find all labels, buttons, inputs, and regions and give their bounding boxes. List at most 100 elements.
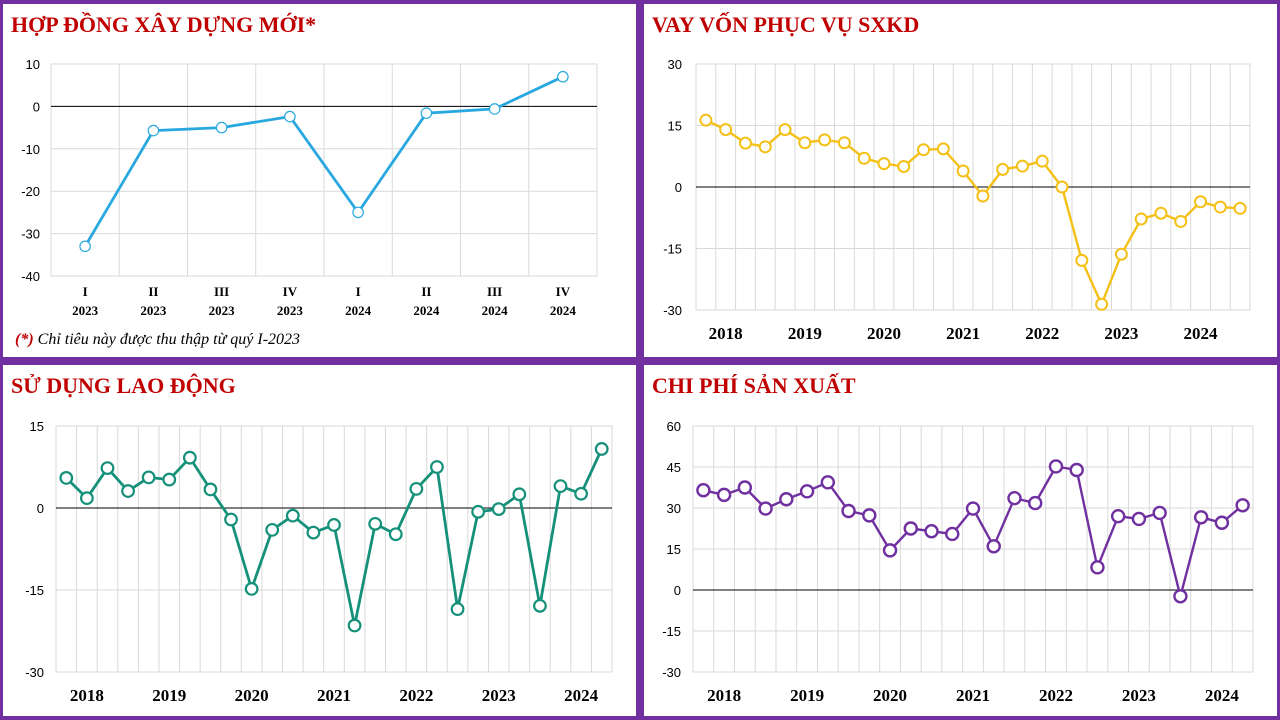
data-point bbox=[79, 491, 94, 506]
x-tick-label-year: 2023 bbox=[140, 303, 167, 318]
data-point bbox=[215, 121, 228, 134]
data-point bbox=[799, 484, 815, 499]
data-point bbox=[1055, 180, 1069, 194]
x-tick-label-year: 2019 bbox=[790, 686, 824, 705]
y-tick-label: 15 bbox=[30, 419, 44, 434]
panel-title: SỬ DỤNG LAO ĐỘNG bbox=[11, 373, 236, 398]
data-point bbox=[996, 162, 1010, 176]
data-point bbox=[965, 501, 981, 516]
footnote: (*) Chỉ tiêu này được thu thập từ quý I-… bbox=[15, 331, 300, 349]
y-tick-label: 15 bbox=[668, 119, 682, 134]
x-tick-label-year: 2022 bbox=[1025, 324, 1059, 343]
chart-labor-use: 15 0 -15 -30 2018 2019 2020 2021 2022 2023 2024 bbox=[25, 419, 613, 705]
y-tick-label: 30 bbox=[668, 57, 682, 72]
y-tick-label: 30 bbox=[667, 501, 681, 516]
data-point bbox=[857, 151, 871, 165]
data-point bbox=[1233, 201, 1247, 215]
data-point bbox=[897, 160, 911, 173]
data-point bbox=[594, 442, 609, 456]
data-point bbox=[798, 136, 812, 150]
data-point bbox=[841, 503, 856, 519]
y-tick-label: 10 bbox=[26, 57, 40, 72]
x-tick-label-year: 2019 bbox=[788, 324, 822, 343]
data-point bbox=[388, 527, 403, 542]
x-tick-label-year: 2023 bbox=[1122, 686, 1156, 705]
data-point bbox=[837, 136, 851, 150]
y-tick-label: 0 bbox=[675, 180, 682, 195]
data-point bbox=[696, 483, 711, 498]
data-point bbox=[976, 189, 990, 203]
data-point bbox=[945, 526, 960, 542]
x-tick-label-year: 2024 bbox=[345, 303, 372, 318]
x-tick-label-quarter: II bbox=[148, 284, 158, 299]
x-tick-label-year: 2023 bbox=[72, 303, 99, 318]
data-point bbox=[778, 123, 792, 137]
x-tick-label-quarter: III bbox=[487, 284, 502, 299]
x-tick-label-year: 2018 bbox=[707, 686, 741, 705]
data-point bbox=[1069, 462, 1084, 478]
panel-production-costs: CHI PHÍ SẢN XUẤT 60 45 30 15 0 -15 -30 2018 2019… bbox=[644, 365, 1277, 716]
data-point bbox=[1095, 297, 1109, 311]
data-point bbox=[1114, 247, 1128, 261]
data-point bbox=[1194, 195, 1208, 209]
data-point bbox=[121, 484, 135, 498]
series-line bbox=[705, 119, 1241, 306]
x-tick-label-year: 2021 bbox=[317, 686, 351, 705]
data-point bbox=[265, 522, 280, 537]
data-point bbox=[347, 618, 362, 633]
data-point bbox=[574, 486, 589, 501]
data-point bbox=[936, 142, 950, 156]
chart-production-costs: 60 45 30 15 0 -15 -30 2018 2019 2020 2021 2022 2023 2… bbox=[662, 419, 1254, 705]
x-tick-label-quarter: IV bbox=[556, 284, 571, 299]
y-tick-label: -15 bbox=[25, 583, 44, 598]
data-point bbox=[1134, 212, 1148, 226]
panel-title: HỢP ĐỒNG XÂY DỰNG MỚI* bbox=[11, 12, 317, 37]
data-point bbox=[224, 512, 238, 527]
data-point bbox=[1193, 510, 1209, 525]
x-tick-label-quarter: I bbox=[356, 284, 361, 299]
data-point bbox=[882, 543, 898, 558]
x-tick-label-year: 2024 bbox=[413, 303, 440, 318]
data-point bbox=[758, 501, 773, 516]
data-point bbox=[533, 598, 547, 613]
x-tick-label-year: 2021 bbox=[956, 686, 990, 705]
data-point bbox=[1048, 459, 1064, 474]
data-point bbox=[758, 140, 772, 154]
data-point bbox=[986, 539, 1001, 554]
data-point bbox=[409, 481, 424, 496]
series-line bbox=[83, 75, 564, 248]
data-point bbox=[699, 113, 713, 127]
y-tick-label: 0 bbox=[33, 99, 40, 114]
x-tick-label-year: 2024 bbox=[550, 303, 577, 318]
y-tick-label: -30 bbox=[663, 303, 682, 318]
y-tick-label: 0 bbox=[37, 501, 44, 516]
y-tick-label: -30 bbox=[662, 665, 681, 680]
data-point bbox=[182, 450, 197, 465]
x-tick-label-year: 2022 bbox=[1039, 686, 1073, 705]
data-point bbox=[820, 475, 836, 490]
data-point bbox=[1110, 508, 1126, 524]
data-point bbox=[818, 133, 832, 147]
x-tick-label-quarter: I bbox=[83, 284, 88, 299]
data-point bbox=[1152, 505, 1167, 521]
footnote-star: (*) bbox=[15, 331, 34, 348]
data-point bbox=[1214, 515, 1230, 530]
x-tick-label-year: 2021 bbox=[946, 324, 980, 343]
data-point bbox=[903, 521, 918, 536]
data-point bbox=[862, 508, 877, 523]
x-tick-label-year: 2024 bbox=[564, 686, 599, 705]
data-point bbox=[924, 524, 939, 539]
data-point bbox=[420, 107, 433, 119]
x-tick-label-quarter: IV bbox=[283, 284, 298, 299]
panel-title: VAY VỐN PHỤC VỤ SXKD bbox=[652, 12, 920, 37]
x-tick-label-year: 2018 bbox=[709, 324, 743, 343]
data-point bbox=[352, 206, 364, 219]
data-point bbox=[491, 502, 506, 516]
x-tick-label-quarter: III bbox=[214, 284, 229, 299]
data-point bbox=[779, 492, 794, 507]
x-tick-label-year: 2019 bbox=[152, 686, 186, 705]
data-point bbox=[1075, 253, 1089, 267]
panel-business-loans: VAY VỐN PHỤC VỤ SXKD 30 15 0 -15 -30 2018 2019… bbox=[644, 4, 1277, 357]
data-point bbox=[306, 525, 321, 540]
data-point bbox=[285, 508, 300, 523]
